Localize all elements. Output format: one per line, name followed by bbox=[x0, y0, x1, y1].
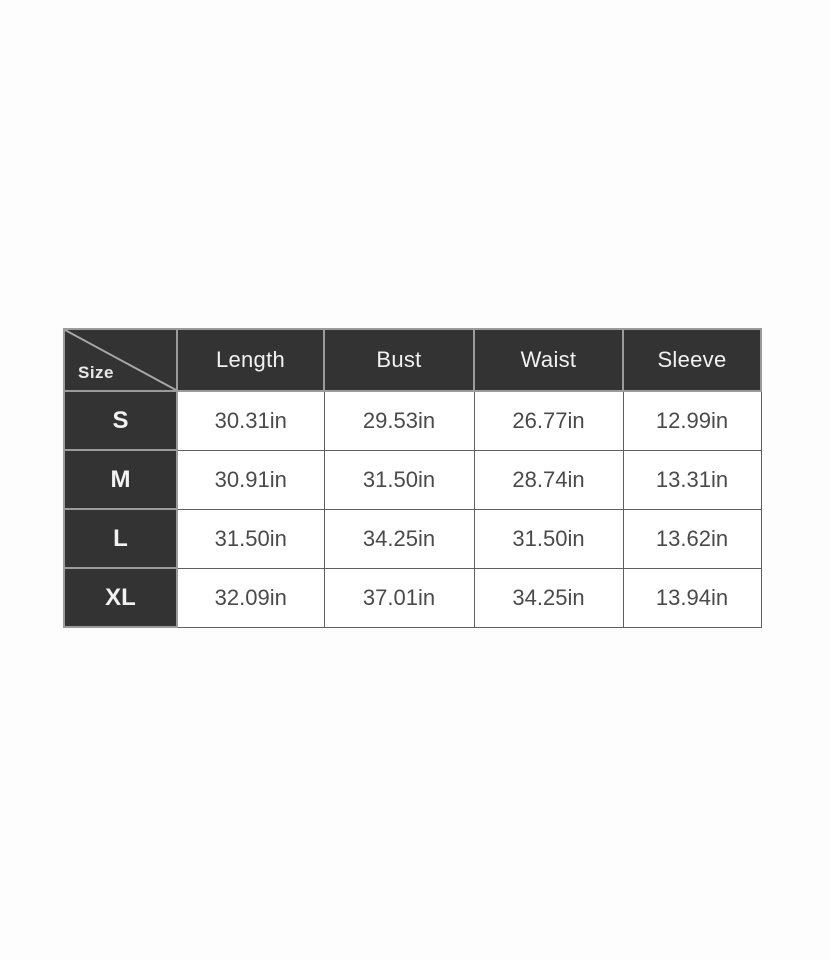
cell-m-sleeve: 13.31in bbox=[622, 449, 762, 510]
cell-xl-waist: 34.25in bbox=[473, 567, 624, 628]
cell-s-bust: 29.53in bbox=[323, 390, 475, 451]
cell-l-sleeve: 13.62in bbox=[622, 508, 762, 569]
cell-xl-sleeve: 13.94in bbox=[622, 567, 762, 628]
size-corner-cell: Size bbox=[63, 328, 178, 392]
cell-l-bust: 34.25in bbox=[323, 508, 475, 569]
diagonal-line bbox=[65, 330, 176, 390]
table-row-xl: XL 32.09in 37.01in 34.25in 13.94in bbox=[63, 567, 762, 628]
table-row-s: S 30.31in 29.53in 26.77in 12.99in bbox=[63, 390, 762, 451]
row-header-s: S bbox=[63, 390, 178, 451]
size-chart-table: Size Length Bust Waist Sleeve S 30.31in … bbox=[63, 328, 762, 628]
cell-m-bust: 31.50in bbox=[323, 449, 475, 510]
cell-l-waist: 31.50in bbox=[473, 508, 624, 569]
cell-s-sleeve: 12.99in bbox=[622, 390, 762, 451]
cell-m-length: 30.91in bbox=[176, 449, 325, 510]
header-row: Size Length Bust Waist Sleeve bbox=[63, 328, 762, 392]
table-row-m: M 30.91in 31.50in 28.74in 13.31in bbox=[63, 449, 762, 510]
column-header-sleeve: Sleeve bbox=[622, 328, 762, 392]
corner-label: Size bbox=[78, 363, 115, 382]
cell-l-length: 31.50in bbox=[176, 508, 325, 569]
column-header-length: Length bbox=[176, 328, 325, 392]
table-row-l: L 31.50in 34.25in 31.50in 13.62in bbox=[63, 508, 762, 569]
cell-s-waist: 26.77in bbox=[473, 390, 624, 451]
cell-xl-length: 32.09in bbox=[176, 567, 325, 628]
column-header-bust: Bust bbox=[323, 328, 475, 392]
row-header-m: M bbox=[63, 449, 178, 510]
row-header-xl: XL bbox=[63, 567, 178, 628]
cell-m-waist: 28.74in bbox=[473, 449, 624, 510]
cell-s-length: 30.31in bbox=[176, 390, 325, 451]
column-header-waist: Waist bbox=[473, 328, 624, 392]
row-header-l: L bbox=[63, 508, 178, 569]
cell-xl-bust: 37.01in bbox=[323, 567, 475, 628]
